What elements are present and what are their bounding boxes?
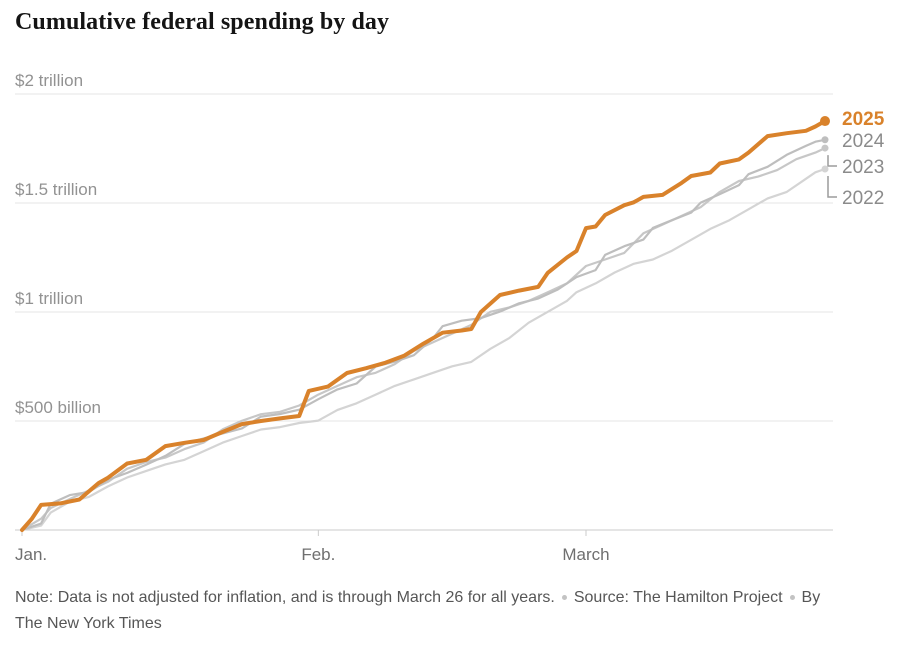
- x-axis-label: Feb.: [301, 545, 335, 564]
- y-axis-label: $1 trillion: [15, 289, 83, 308]
- source-text: Source: The Hamilton Project: [573, 589, 783, 606]
- line-2024: [20, 138, 827, 532]
- byline-text: By The New York Times: [15, 589, 821, 632]
- line-2025: [20, 119, 827, 532]
- page-title: Cumulative federal spending by day: [15, 9, 390, 35]
- separator-dot-icon: [561, 595, 567, 600]
- x-axis-label: Jan.: [15, 545, 47, 564]
- line-end-dot-2022: [821, 165, 829, 173]
- chart-footer: Note: Data is not adjusted for inflation…: [15, 585, 830, 637]
- legend-connector-2023: [827, 155, 837, 167]
- y-axis-label: $2 trillion: [15, 71, 83, 90]
- legend-label-2023: 2023: [842, 157, 884, 178]
- x-axis-label: March: [562, 545, 609, 564]
- legend-label-2025: 2025: [842, 109, 885, 130]
- y-axis-label: $1.5 trillion: [15, 180, 97, 199]
- y-axis-label: $500 billion: [15, 398, 101, 417]
- legend-connector-2022: [827, 175, 837, 198]
- line-end-dot-2024: [821, 136, 829, 144]
- line-2022: [20, 167, 827, 532]
- note-text: Note: Data is not adjusted for inflation…: [15, 589, 555, 606]
- line-end-dot-2025: [820, 116, 830, 127]
- separator-dot-icon: [789, 595, 795, 600]
- legend-label-2022: 2022: [842, 188, 884, 209]
- line-end-dot-2023: [821, 144, 829, 152]
- legend-label-2024: 2024: [842, 131, 885, 152]
